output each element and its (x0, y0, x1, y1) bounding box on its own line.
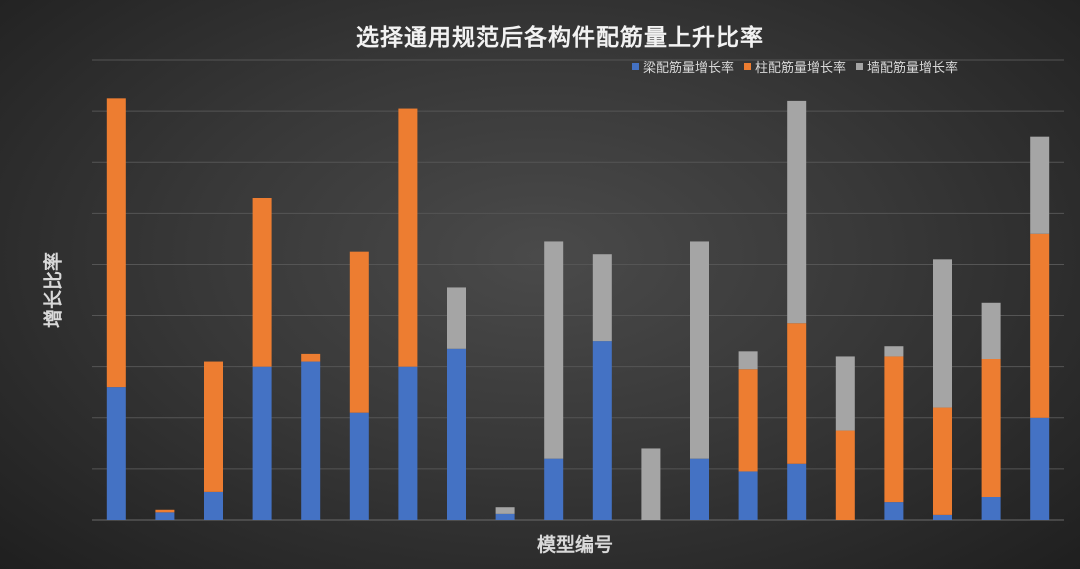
bar-segment-column-17 (884, 356, 904, 503)
bar-segment-wall-20 (1030, 136, 1050, 234)
legend-label-beam: 梁配筋量增长率 (643, 61, 735, 76)
bar-segment-beam-14 (738, 471, 758, 520)
legend-label-column: 柱配筋量增长率 (755, 61, 847, 76)
bar-segment-wall-9 (495, 507, 515, 514)
bar-segment-wall-16 (835, 356, 855, 431)
legend-swatch-beam (632, 63, 639, 70)
legend-swatch-column (744, 63, 752, 70)
bar-segment-column-19 (981, 359, 1001, 497)
bar-segment-column-14 (738, 369, 758, 472)
bar-segment-beam-20 (1030, 417, 1050, 520)
bar-segment-beam-8 (447, 348, 466, 520)
bar-segment-beam-10 (544, 458, 564, 520)
x-axis-label: 模型编号 (536, 534, 613, 556)
bar-segment-column-15 (787, 323, 807, 464)
bar-segment-column-5 (301, 353, 321, 362)
bar-segment-wall-11 (592, 254, 612, 342)
legend-item-beam: 梁配筋量增长率 (632, 57, 734, 76)
legend: 梁配筋量增长率 柱配筋量增长率 墙配筋量增长率 (632, 57, 958, 76)
bar-segment-beam-2 (155, 512, 175, 520)
bar-segment-beam-5 (301, 361, 321, 520)
bar-segment-beam-15 (787, 463, 807, 520)
bar-segment-beam-13 (690, 458, 709, 520)
gridlines (92, 59, 1064, 521)
bar-segment-wall-13 (690, 241, 709, 459)
bars (106, 98, 1050, 520)
bar-segment-column-2 (155, 509, 175, 513)
chart-title: 选择通用规范后各构件配筋量上升比率 (356, 25, 764, 51)
bar-segment-wall-8 (447, 287, 466, 349)
bar-segment-beam-7 (398, 366, 418, 520)
bar-segment-beam-17 (884, 502, 904, 520)
bar-segment-beam-3 (204, 491, 223, 520)
legend-item-column: 柱配筋量增长率 (744, 57, 846, 76)
bar-segment-column-18 (933, 407, 952, 515)
bar-segment-beam-11 (592, 341, 612, 520)
bar-segment-column-6 (349, 251, 369, 413)
legend-swatch-wall (856, 63, 864, 70)
bar-segment-wall-14 (738, 351, 758, 370)
bar-segment-beam-9 (495, 513, 515, 520)
legend-item-wall: 墙配筋量增长率 (856, 57, 958, 76)
bar-segment-wall-10 (544, 241, 564, 459)
bar-segment-beam-1 (106, 387, 126, 520)
bar-segment-column-3 (204, 361, 223, 492)
bar-segment-column-20 (1030, 233, 1050, 418)
bar-segment-wall-17 (884, 346, 904, 357)
bar-segment-column-4 (252, 198, 272, 367)
bar-segment-column-16 (835, 430, 855, 520)
bar-segment-beam-19 (981, 497, 1001, 520)
bar-segment-wall-18 (933, 259, 952, 408)
bar-segment-wall-19 (981, 302, 1001, 359)
bar-segment-wall-15 (787, 100, 807, 324)
bar-segment-wall-12 (641, 448, 661, 520)
bar-segment-beam-6 (349, 412, 369, 520)
bar-segment-beam-4 (252, 366, 272, 520)
bar-segment-column-7 (398, 108, 418, 367)
bar-segment-beam-18 (933, 514, 952, 520)
legend-label-wall: 墙配筋量增长率 (867, 61, 959, 76)
bar-segment-column-1 (106, 98, 126, 388)
